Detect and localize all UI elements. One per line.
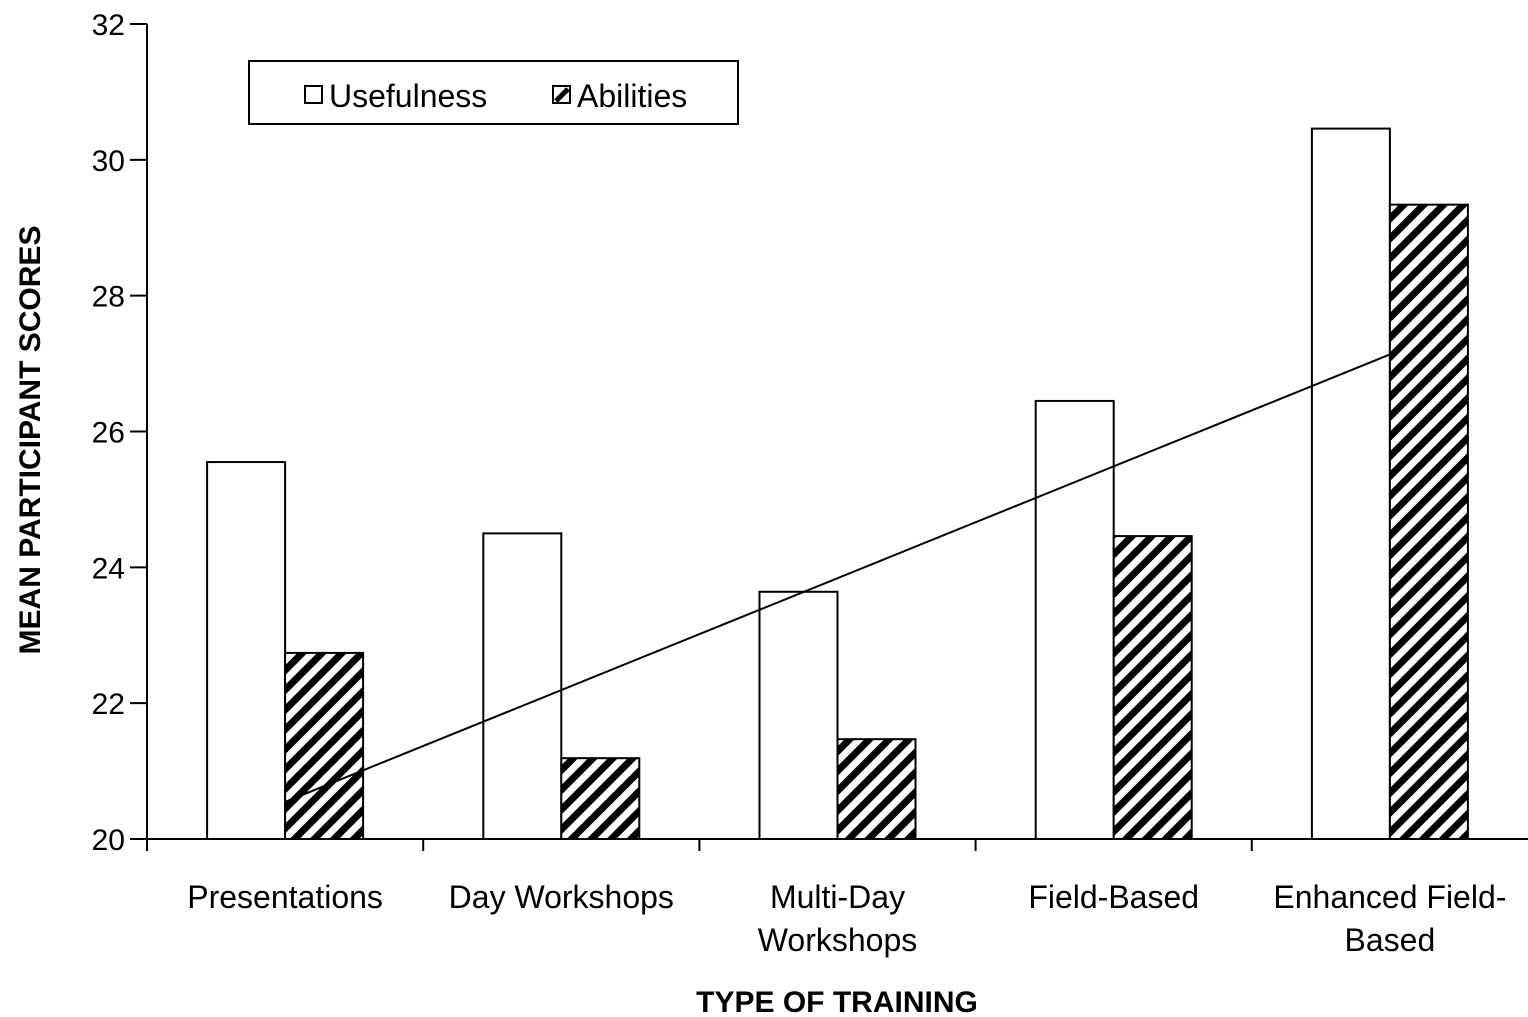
x-tick-label: Enhanced Field-Based	[1273, 879, 1506, 958]
legend-label: Usefulness	[329, 78, 487, 114]
legend-label: Abilities	[577, 78, 687, 114]
bar	[1112, 535, 1193, 840]
y-tick-label: 26	[92, 417, 125, 450]
bar	[1388, 203, 1469, 841]
x-tick-label: Field-Based	[1028, 879, 1199, 915]
y-tick-label: 22	[92, 688, 125, 721]
legend-swatch	[304, 85, 323, 104]
x-tick-label: Presentations	[187, 879, 383, 915]
bar	[758, 590, 839, 840]
bar	[482, 532, 563, 840]
bar	[836, 738, 917, 840]
y-tick-label: 20	[92, 824, 125, 857]
x-tick-label: Multi-Day Workshops	[758, 879, 917, 958]
trendline	[284, 353, 1391, 803]
y-tick-label: 32	[92, 9, 125, 42]
y-tick-label: 28	[92, 281, 125, 314]
x-tick-label: Day Workshops	[449, 879, 674, 915]
y-tick-label: 30	[92, 145, 125, 178]
legend-box	[248, 60, 739, 125]
bar	[1310, 127, 1391, 840]
x-axis-title: TYPE OF TRAINING	[696, 986, 978, 1017]
bar	[560, 757, 641, 840]
bar	[1034, 399, 1115, 840]
bar	[284, 651, 365, 840]
legend-swatch-hatch	[554, 87, 570, 103]
y-axis-title: MEAN PARTICIPANT SCORES	[14, 226, 47, 655]
bar	[206, 461, 287, 840]
y-tick-label: 24	[92, 552, 125, 585]
